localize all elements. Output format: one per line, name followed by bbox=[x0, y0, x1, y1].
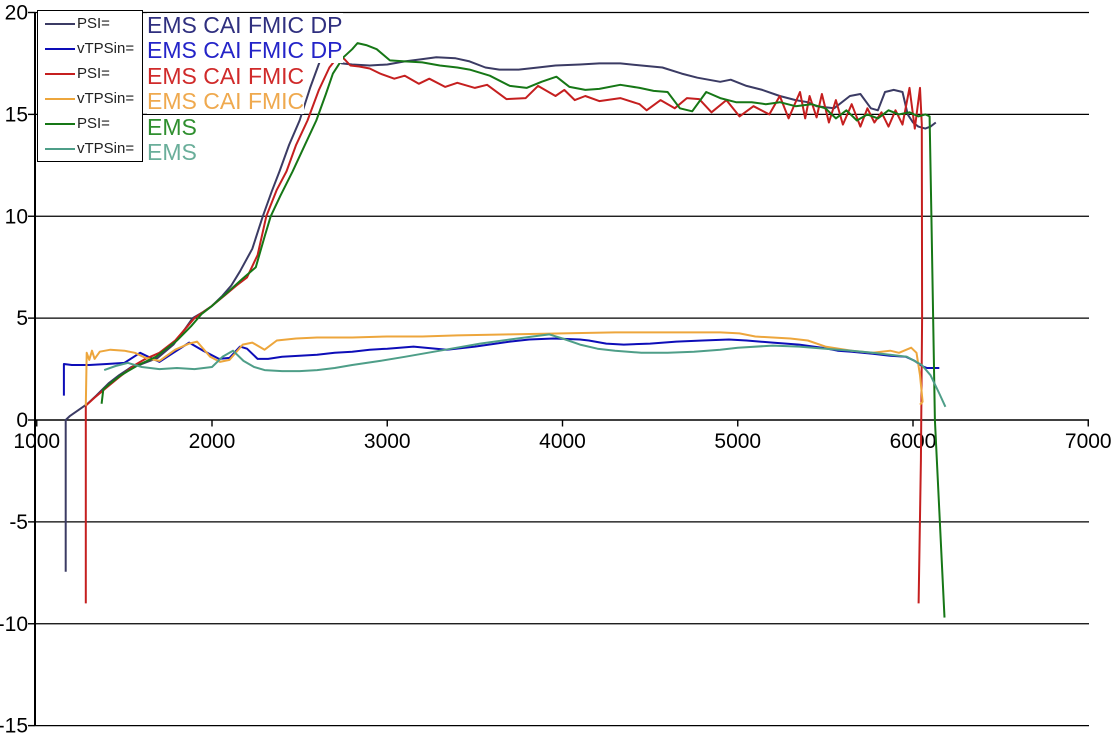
annotation-label: EMS bbox=[147, 139, 197, 165]
legend-item-label: vTPSin= bbox=[77, 40, 135, 57]
x-tick-label: 1000 bbox=[13, 430, 60, 453]
legend-line-swatch bbox=[45, 97, 75, 100]
legend-line-swatch bbox=[45, 147, 75, 150]
legend-item: vTPSin= bbox=[38, 36, 142, 61]
annotation-label: EMS CAI FMIC DP bbox=[147, 37, 343, 63]
legend-line-swatch bbox=[45, 47, 75, 50]
annotation-label: EMS CAI FMIC DP bbox=[147, 12, 343, 38]
y-tick-label: -10 bbox=[0, 613, 28, 636]
legend-line-swatch bbox=[45, 22, 75, 25]
legend-item: PSI= bbox=[38, 111, 142, 136]
x-tick-label: 4000 bbox=[539, 430, 586, 453]
legend-item: PSI= bbox=[38, 11, 142, 36]
legend-item-label: vTPSin= bbox=[77, 90, 135, 107]
legend-item-label: PSI= bbox=[77, 115, 110, 132]
legend-item: vTPSin= bbox=[38, 136, 142, 161]
y-tick-label: 20 bbox=[5, 2, 28, 25]
y-tick-label: -5 bbox=[9, 511, 28, 534]
series-line-5 bbox=[103, 333, 947, 408]
y-tick-label: 15 bbox=[5, 103, 28, 126]
annotation-label: EMS CAI FMIC bbox=[147, 88, 305, 114]
chart-legend: PSI= vTPSin= PSI= vTPSin= PSI= vTPSin= bbox=[37, 10, 143, 162]
annotation-label: EMS CAI FMIC bbox=[147, 63, 305, 89]
legend-item-label: vTPSin= bbox=[77, 140, 135, 157]
x-tick-label: 7000 bbox=[1065, 430, 1111, 453]
legend-item-label: PSI= bbox=[77, 65, 110, 82]
legend-item: PSI= bbox=[38, 61, 142, 86]
legend-item: vTPSin= bbox=[38, 86, 142, 111]
x-tick-label: 6000 bbox=[890, 430, 937, 453]
y-tick-label: 10 bbox=[5, 205, 28, 228]
series-line-4 bbox=[100, 42, 946, 618]
x-tick-label: 3000 bbox=[364, 430, 411, 453]
legend-line-swatch bbox=[45, 122, 75, 125]
y-tick-label: -15 bbox=[0, 715, 28, 738]
annotation-label: EMS bbox=[147, 114, 197, 140]
legend-line-swatch bbox=[45, 72, 75, 75]
series-line-2 bbox=[84, 53, 924, 604]
x-tick-label: 2000 bbox=[189, 430, 236, 453]
y-tick-label: 5 bbox=[16, 307, 28, 330]
x-tick-label: 5000 bbox=[714, 430, 761, 453]
legend-item-label: PSI= bbox=[77, 15, 110, 32]
y-tick-label: 0 bbox=[16, 409, 28, 432]
